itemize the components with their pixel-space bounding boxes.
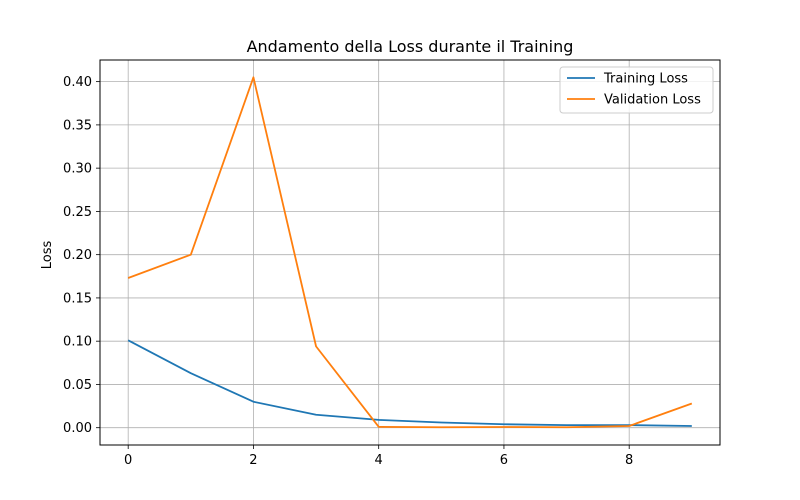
series-lines bbox=[127, 76, 693, 429]
y-tick-label: 0.20 bbox=[63, 248, 92, 263]
series-line-training-loss bbox=[127, 339, 692, 427]
grid bbox=[100, 60, 720, 445]
plot-frame bbox=[99, 59, 721, 446]
legend: Training Loss Validation Loss bbox=[559, 66, 714, 114]
y-tick-label: 0.10 bbox=[63, 335, 92, 350]
legend-box bbox=[559, 66, 714, 114]
x-tick-label: 4 bbox=[375, 453, 383, 468]
x-tick-label: 2 bbox=[249, 453, 257, 468]
y-tick-label: 0.15 bbox=[63, 291, 92, 306]
y-tick-label: 0.40 bbox=[63, 75, 92, 90]
series-line-validation-loss bbox=[127, 76, 693, 429]
y-tick-label: 0.30 bbox=[63, 162, 92, 177]
y-tick-label: 0.00 bbox=[63, 421, 92, 436]
x-tick-label: 0 bbox=[124, 453, 132, 468]
ticks: 0 2 4 6 8 0.00 0.05 0.10 0.15 0.20 0.25 0.30 0.35 0.4… bbox=[63, 75, 633, 468]
y-axis-label: Loss bbox=[40, 241, 55, 270]
chart-title: Andamento della Loss durante il Training bbox=[247, 37, 574, 56]
y-tick-label: 0.05 bbox=[63, 378, 92, 393]
x-tick-label: 6 bbox=[500, 453, 508, 468]
legend-label: Training Loss bbox=[603, 72, 688, 87]
legend-label: Validation Loss bbox=[604, 93, 701, 108]
x-tick-label: 8 bbox=[625, 453, 633, 468]
y-tick-label: 0.25 bbox=[63, 205, 92, 220]
y-tick-label: 0.35 bbox=[63, 118, 92, 133]
